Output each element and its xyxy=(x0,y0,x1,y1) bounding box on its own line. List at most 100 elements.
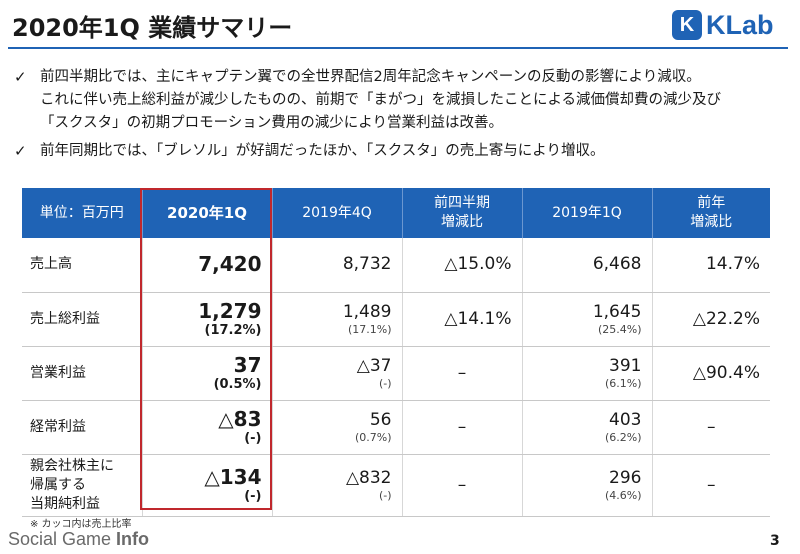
watermark: Social Game Info xyxy=(8,529,149,550)
cell-2019-1q: 1,645 (25.4%) xyxy=(522,292,653,347)
cell-ratio: (0.7%) xyxy=(354,430,392,444)
title-underline xyxy=(8,47,788,49)
cell-ratio: (4.6%) xyxy=(604,488,642,502)
cell-2020-1q: 7,420 xyxy=(142,238,273,293)
cell-value: 1,645 xyxy=(592,301,642,322)
klab-logo: K KLab xyxy=(672,10,774,40)
row-label: 売上総利益 xyxy=(22,292,143,347)
row-label: 売上高 xyxy=(22,238,143,293)
klab-logo-text: KLab xyxy=(706,9,774,40)
header-2019-1q: 2019年1Q xyxy=(522,188,653,238)
row-label-line: 経常利益 xyxy=(30,418,86,435)
header-qoq-line1: 前四半期 xyxy=(434,195,490,211)
cell-ratio: (6.2%) xyxy=(604,430,642,444)
table-row: 売上総利益 1,279 (17.2%) 1,489 (17.1%) △14.1%… xyxy=(22,292,770,347)
cell-qoq: △15.0% xyxy=(402,238,523,293)
cell-value: – xyxy=(707,474,716,495)
watermark-bold: Info xyxy=(116,529,150,549)
cell-2020-1q: 1,279 (17.2%) xyxy=(142,292,273,347)
table-header-row: 単位：百万円 2020年1Q 2019年4Q 前四半期 増減比 2019年1Q … xyxy=(22,188,770,238)
header: 2020年1Q 業績サマリー K KLab xyxy=(0,0,800,50)
cell-ratio: (6.1%) xyxy=(604,376,642,390)
header-2020-1q: 2020年1Q xyxy=(142,188,273,238)
watermark-prefix: Social Game xyxy=(8,529,117,549)
cell-value: 1,279 xyxy=(198,298,262,323)
cell-value: 403 xyxy=(609,409,642,430)
cell-value: △832 xyxy=(345,467,392,488)
cell-value: – xyxy=(457,362,467,383)
row-label: 営業利益 xyxy=(22,346,143,401)
cell-value: 37 xyxy=(233,352,262,377)
cell-yoy: – xyxy=(652,454,770,517)
cell-value: △22.2% xyxy=(692,308,760,329)
cell-value: 391 xyxy=(609,355,642,376)
page-title: 2020年1Q 業績サマリー xyxy=(12,14,293,42)
cell-2019-4q: △37 (-) xyxy=(272,346,403,401)
bullet-line: 前四半期比では、主にキャプテン翼での全世界配信2周年記念キャンペーンの反動の影響… xyxy=(40,69,701,85)
bullet-line: これに伴い売上総利益が減少したものの、前期で「まがつ」を減損したことによる減価償… xyxy=(40,92,722,108)
row-label-line: 営業利益 xyxy=(30,364,86,381)
cell-value: △37 xyxy=(356,355,392,376)
cell-value: – xyxy=(457,474,467,495)
table-row: 経常利益 △83 (-) 56 (0.7%) – 403 (6.2%) – xyxy=(22,400,770,455)
table-row: 売上高 7,420 8,732 △15.0% 6,468 14.7% xyxy=(22,238,770,293)
cell-ratio: (25.4%) xyxy=(597,322,642,336)
bullet-line: 前年同期比では、「ブレソル」が好調だったほか、「スクスタ」の売上寄与により増収。 xyxy=(40,143,605,159)
row-label: 経常利益 xyxy=(22,400,143,455)
cell-ratio: (-) xyxy=(244,430,262,446)
bullet-yoy: ✓ 前年同期比では、「ブレソル」が好調だったほか、「スクスタ」の売上寄与により増… xyxy=(14,140,794,163)
check-mark-icon: ✓ xyxy=(14,142,27,160)
header-unit: 単位：百万円 xyxy=(22,188,143,238)
cell-ratio: (-) xyxy=(378,376,392,390)
cell-value: 56 xyxy=(369,409,392,430)
header-qoq-line2: 増減比 xyxy=(441,214,483,230)
cell-2019-1q: 6,468 xyxy=(522,238,653,293)
check-mark-icon: ✓ xyxy=(14,68,27,86)
cell-2019-1q: 391 (6.1%) xyxy=(522,346,653,401)
cell-2020-1q: △83 (-) xyxy=(142,400,273,455)
cell-value: △14.1% xyxy=(444,308,512,329)
bullet-line: 「スクスタ」の初期プロモーション費用の減少により営業利益は改善。 xyxy=(40,115,503,131)
row-label-line: 当期純利益 xyxy=(30,495,100,512)
table-row: 親会社株主に 帰属する 当期純利益 △134 (-) △832 (-) – 29… xyxy=(22,454,770,517)
header-qoq: 前四半期 増減比 xyxy=(402,188,523,238)
cell-yoy: – xyxy=(652,400,770,455)
cell-value: △134 xyxy=(204,464,262,489)
row-label-line: 帰属する xyxy=(30,476,86,493)
cell-2020-1q: 37 (0.5%) xyxy=(142,346,273,401)
cell-2019-4q: 8,732 xyxy=(272,238,403,293)
cell-value: – xyxy=(707,416,716,437)
cell-qoq: △14.1% xyxy=(402,292,523,347)
cell-ratio: (-) xyxy=(244,488,262,504)
results-table: 単位：百万円 2020年1Q 2019年4Q 前四半期 増減比 2019年1Q … xyxy=(22,188,770,517)
cell-value: 8,732 xyxy=(342,254,392,275)
row-label-line: 売上総利益 xyxy=(30,310,100,327)
cell-qoq: – xyxy=(402,454,523,517)
cell-value: △83 xyxy=(218,406,262,431)
cell-yoy: △22.2% xyxy=(652,292,770,347)
cell-ratio: (-) xyxy=(378,488,392,502)
cell-2020-1q: △134 (-) xyxy=(142,454,273,517)
cell-value: 7,420 xyxy=(198,252,262,277)
row-label: 親会社株主に 帰属する 当期純利益 xyxy=(22,454,143,517)
cell-2019-1q: 403 (6.2%) xyxy=(522,400,653,455)
cell-ratio: (17.2%) xyxy=(204,322,262,338)
cell-value: △90.4% xyxy=(692,362,760,383)
row-label-line: 親会社株主に xyxy=(30,457,114,474)
cell-value: 14.7% xyxy=(705,254,760,275)
header-yoy-line1: 前年 xyxy=(697,195,726,211)
cell-value: 6,468 xyxy=(592,254,642,275)
cell-value: 296 xyxy=(609,467,642,488)
row-label-line: 売上高 xyxy=(30,256,72,273)
cell-yoy: △90.4% xyxy=(652,346,770,401)
klab-logo-mark: K xyxy=(672,10,702,40)
cell-value: △15.0% xyxy=(444,254,512,275)
page-number: 3 xyxy=(770,533,780,549)
header-yoy: 前年 増減比 xyxy=(652,188,770,238)
cell-2019-4q: 56 (0.7%) xyxy=(272,400,403,455)
table-row: 営業利益 37 (0.5%) △37 (-) – 391 (6.1%) △90.… xyxy=(22,346,770,401)
header-yoy-line2: 増減比 xyxy=(690,214,733,230)
cell-2019-1q: 296 (4.6%) xyxy=(522,454,653,517)
summary-bullets: ✓ 前四半期比では、主にキャプテン翼での全世界配信2周年記念キャンペーンの反動の… xyxy=(14,66,794,163)
cell-ratio: (17.1%) xyxy=(347,322,392,336)
